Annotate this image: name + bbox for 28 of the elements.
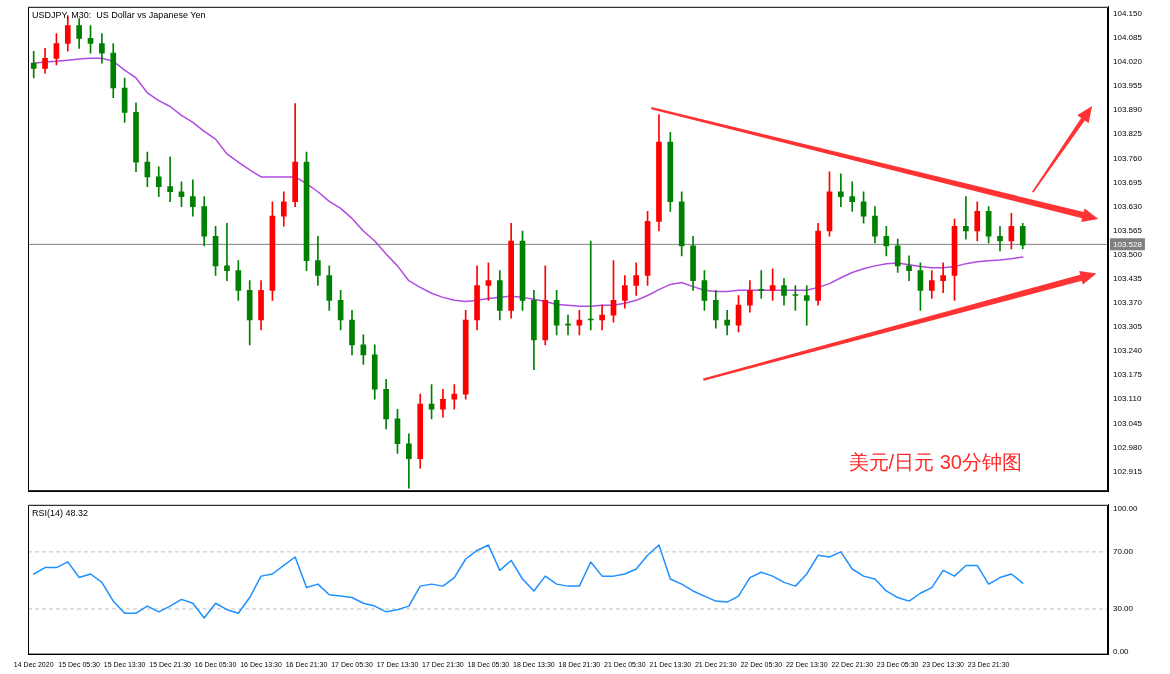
- chart-title: USDJPY, M30: US Dollar vs Japanese Yen: [32, 9, 206, 20]
- y-tick-label: 103.240: [1113, 346, 1143, 356]
- y-tick-label: 103.175: [1113, 370, 1143, 380]
- y-tick-label: 104.150: [1113, 9, 1143, 19]
- y-tick-label: 104.085: [1113, 33, 1143, 43]
- y-tick-label: 103.500: [1113, 249, 1143, 259]
- y-tick-label: 103.045: [1113, 418, 1143, 428]
- y-tick-label: 0.00: [1113, 646, 1130, 656]
- y-tick-label: 103.825: [1113, 129, 1143, 139]
- chart-title: RSI(14) 48.32: [32, 507, 89, 518]
- y-tick-label: 102.915: [1113, 466, 1143, 476]
- annotation: 美元/日元 30分钟图: [848, 450, 1022, 473]
- y-tick-label: 103.630: [1113, 201, 1143, 211]
- y-tick-label: 103.760: [1113, 153, 1143, 163]
- y-tick-label: 103.695: [1113, 177, 1143, 187]
- y-tick-label: 70.00: [1113, 547, 1134, 557]
- y-tick-label: 103.955: [1113, 81, 1143, 91]
- y-tick-label: 103.110: [1113, 394, 1142, 404]
- y-tick-label: 103.565: [1113, 225, 1143, 235]
- y-tick-label: 103.305: [1113, 322, 1143, 332]
- y-tick-label: 30.00: [1113, 604, 1134, 614]
- y-tick-label: 103.370: [1113, 298, 1143, 308]
- y-tick-label: 102.980: [1113, 442, 1143, 452]
- y-tick-label: 103.890: [1113, 105, 1143, 115]
- ref-line-label: 103.528: [1113, 239, 1143, 249]
- y-tick-label: 103.435: [1113, 274, 1143, 284]
- y-tick-label: 100.00: [1113, 504, 1139, 514]
- y-tick-label: 104.020: [1113, 57, 1143, 67]
